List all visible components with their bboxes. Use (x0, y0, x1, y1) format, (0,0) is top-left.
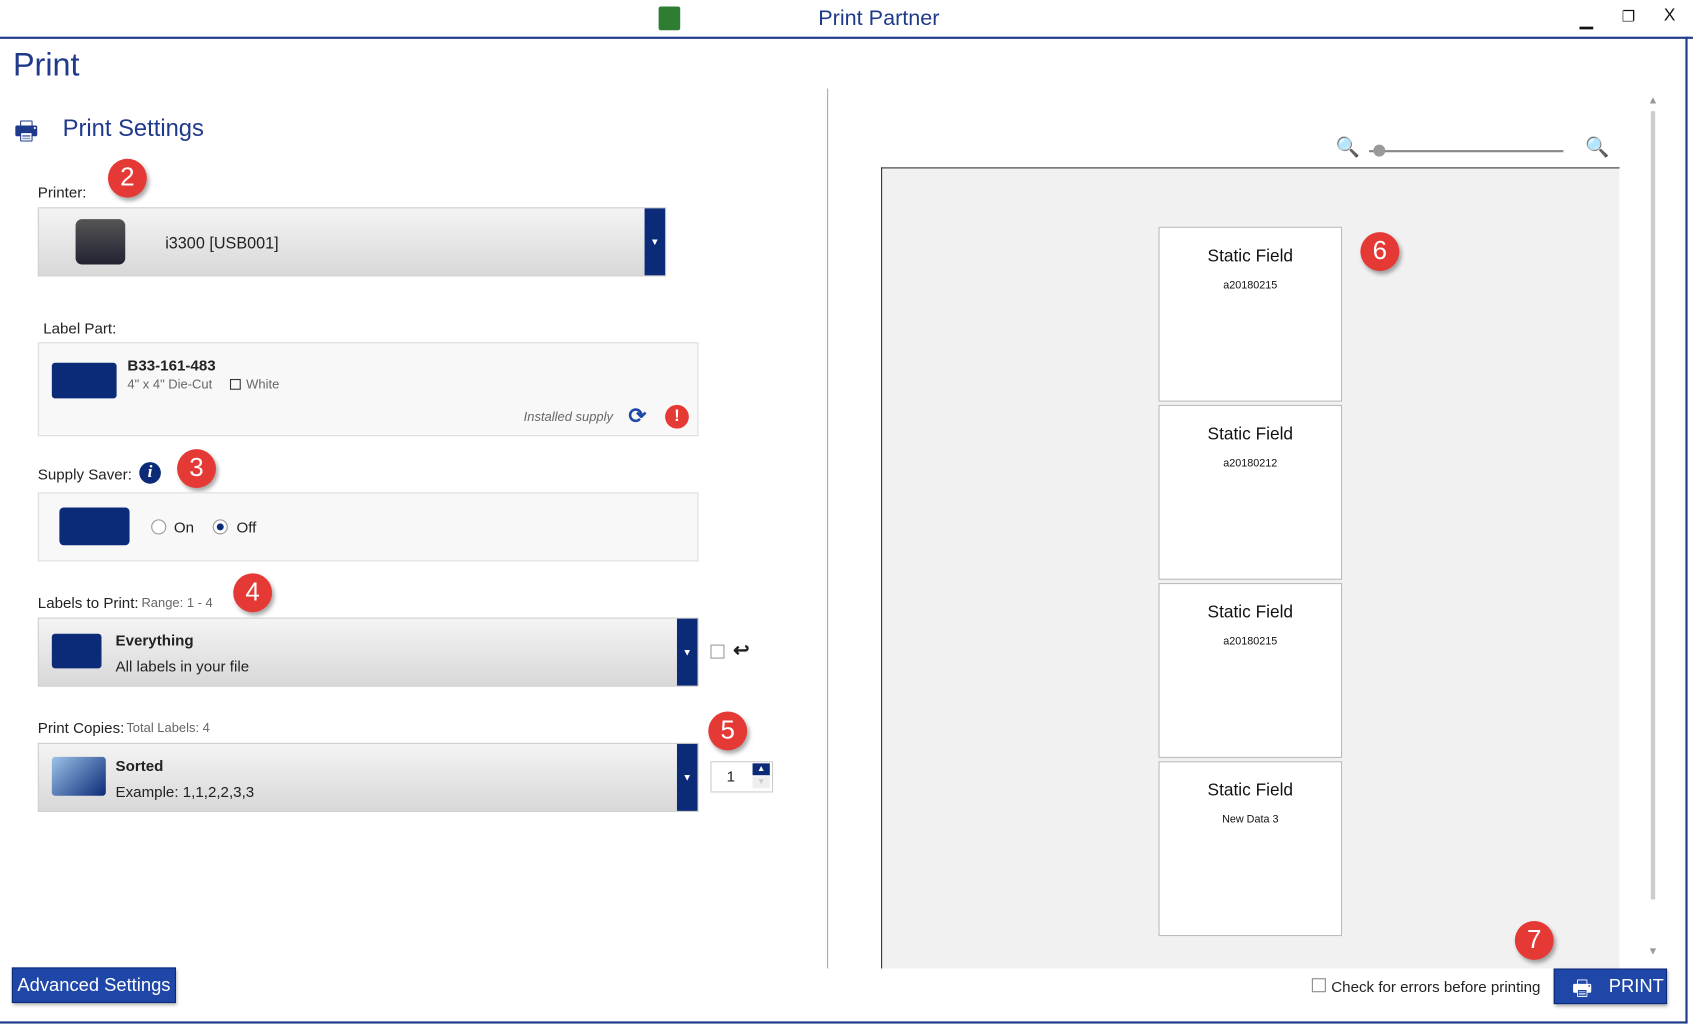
part-color: White (246, 376, 280, 392)
print-copies-label: Print Copies: (37, 719, 125, 737)
reverse-checkbox[interactable] (710, 644, 725, 659)
radio-off[interactable] (212, 519, 228, 535)
printer-dropdown[interactable]: i3300 [USB001] ▼ (37, 207, 667, 277)
printer-label: Printer: (37, 183, 87, 201)
printer-settings-icon: 🖶 (14, 116, 39, 146)
close-button[interactable]: X (1663, 6, 1676, 25)
supply-status: Installed supply (523, 409, 613, 425)
labels-to-print-desc: All labels in your file (115, 657, 250, 675)
app-icon (658, 6, 681, 31)
labels-range: Range: 1 - 4 (141, 594, 213, 611)
printer-image (75, 219, 126, 265)
labels-to-print-dropdown[interactable]: Everything All labels in your file ▼ (37, 617, 699, 687)
label-field: Static Field (1207, 425, 1294, 444)
title-bar: Print Partner ▁ ❐ X (0, 0, 1693, 39)
callout-6: 6 (1360, 232, 1400, 272)
label-data: New Data 3 (1222, 814, 1279, 826)
page-title: Print (12, 47, 80, 84)
preview-label: Static Field a20180215 (1158, 226, 1343, 402)
chevron-down-icon[interactable]: ▼ (676, 743, 698, 811)
zoom-slider-thumb[interactable] (1373, 144, 1386, 157)
reverse-order-icon: ↩ (733, 639, 750, 661)
part-size: 4" x 4" Die-Cut (127, 376, 213, 392)
labels-to-print-title: Everything (115, 631, 194, 649)
preview-label: Static Field a20180215 (1158, 583, 1343, 758)
minimize-icon[interactable]: ▁ (1579, 10, 1593, 30)
labels-to-print-label: Labels to Print: (37, 593, 139, 612)
callout-7: 7 (1514, 920, 1554, 960)
scrollbar-thumb[interactable] (1650, 111, 1656, 900)
radio-off-label: Off (236, 518, 257, 536)
printer-icon: 🖶 (1572, 977, 1593, 1001)
callout-2: 2 (107, 158, 147, 198)
callout-3: 3 (177, 449, 216, 489)
zoom-slider[interactable] (1369, 150, 1564, 153)
increment-icon[interactable]: ▲ (752, 763, 770, 776)
print-copies-dropdown[interactable]: Sorted Example: 1,1,2,2,3,3 ▼ (37, 742, 699, 812)
color-swatch-icon (229, 378, 241, 390)
label-data: a20180215 (1223, 279, 1278, 292)
printer-value: i3300 [USB001] (165, 234, 279, 253)
radio-on-label: On (173, 518, 195, 536)
window-title-text: Print Partner (818, 6, 940, 31)
label-part-label: Label Part: (43, 319, 117, 337)
supply-saver-icon (59, 507, 130, 546)
scroll-up-icon[interactable]: ▲ (1647, 95, 1659, 107)
print-copies-title: Sorted (115, 756, 164, 775)
supply-saver-box: On Off (37, 492, 699, 562)
print-copies-desc: Example: 1,1,2,2,3,3 (115, 782, 255, 801)
chevron-down-icon[interactable]: ▼ (676, 618, 698, 686)
decrement-icon[interactable]: ▼ (752, 776, 770, 789)
window-title: Print Partner (0, 6, 1693, 31)
check-errors-checkbox[interactable] (1311, 978, 1326, 993)
print-button[interactable]: 🖶 PRINT (1553, 968, 1668, 1005)
copies-stepper[interactable]: 1 ▲ ▼ (710, 761, 774, 793)
zoom-out-icon[interactable]: 🔍 (1335, 136, 1360, 158)
scroll-down-icon[interactable]: ▼ (1647, 945, 1659, 958)
preview-label: Static Field New Data 3 (1158, 761, 1343, 937)
label-field: Static Field (1207, 247, 1294, 266)
part-number: B33-161-483 (127, 356, 216, 374)
restore-icon[interactable]: ❐ (1621, 7, 1636, 25)
advanced-settings-button[interactable]: Advanced Settings (11, 967, 176, 1004)
label-part-icon (51, 362, 117, 399)
radio-on[interactable] (151, 519, 167, 535)
copies-value[interactable]: 1 (726, 767, 736, 785)
divider (827, 88, 829, 969)
label-data: a20180212 (1223, 457, 1278, 470)
warning-icon[interactable]: ! (665, 404, 689, 429)
label-part-box: B33-161-483 4" x 4" Die-Cut White Instal… (37, 342, 699, 437)
supply-saver-label: Supply Saver: (37, 465, 132, 483)
check-errors-label: Check for errors before printing (1331, 978, 1541, 996)
preview-label: Static Field a20180212 (1158, 404, 1343, 580)
total-labels: Total Labels: 4 (126, 720, 210, 736)
refresh-icon[interactable]: ⟳ (628, 404, 647, 429)
label-data: a20180215 (1223, 635, 1278, 648)
callout-5: 5 (708, 711, 748, 751)
sorted-stack-icon (51, 756, 106, 796)
chevron-down-icon[interactable]: ▼ (644, 208, 666, 276)
info-icon[interactable]: i (139, 462, 161, 484)
label-field: Static Field (1207, 603, 1294, 622)
window-frame (0, 36, 1688, 1024)
labels-stack-icon (51, 633, 102, 669)
callout-4: 4 (233, 573, 273, 613)
section-title: Print Settings (62, 114, 204, 142)
print-button-label: PRINT (1608, 976, 1664, 997)
zoom-in-icon[interactable]: 🔍 (1584, 136, 1610, 158)
label-field: Static Field (1207, 781, 1294, 801)
